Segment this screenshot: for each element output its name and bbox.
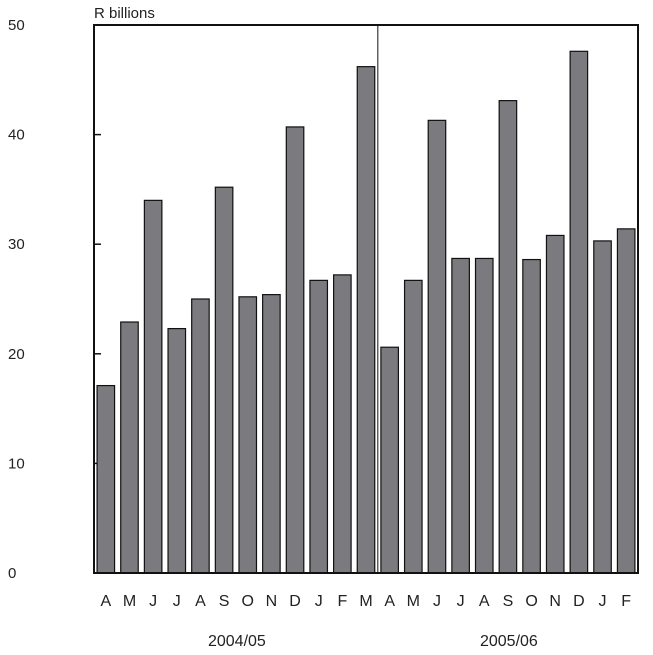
x-tick-label: A: [100, 593, 111, 610]
x-tick-label: J: [433, 593, 441, 610]
bar: [593, 240, 612, 574]
bar: [616, 228, 636, 574]
bar: [167, 327, 187, 574]
x-tick-label: D: [573, 593, 585, 610]
bar: [474, 257, 494, 574]
y-tick-label: 50: [8, 17, 25, 34]
x-tick-label: N: [266, 593, 278, 610]
x-tick-label: S: [219, 593, 230, 610]
bar: [262, 294, 281, 574]
x-tick-label: M: [359, 593, 372, 610]
bar: [356, 66, 376, 574]
bar: [427, 119, 447, 574]
bar: [522, 258, 541, 574]
y-axis-ticks: 0 10 20 30 40 50: [8, 17, 101, 582]
x-tick-label: S: [503, 593, 514, 610]
bar: [380, 346, 400, 574]
bars: [96, 50, 636, 574]
bar: [143, 199, 163, 574]
x-tick-label: M: [123, 593, 136, 610]
x-tick-label: O: [242, 593, 254, 610]
fiscal-year-label: 2005/06: [480, 633, 538, 650]
x-tick-label: F: [337, 593, 347, 610]
bar: [569, 50, 589, 574]
y-tick-label: 40: [8, 127, 25, 144]
bar: [214, 186, 234, 574]
x-tick-label: J: [315, 593, 323, 610]
x-tick-label: A: [384, 593, 395, 610]
bar: [545, 234, 565, 574]
x-tick-label: A: [195, 593, 206, 610]
bar: [96, 384, 116, 574]
bar: [332, 274, 352, 574]
bar: [451, 257, 470, 574]
bar: [191, 298, 210, 574]
y-tick-label: 30: [8, 236, 25, 253]
x-tick-label: F: [621, 593, 631, 610]
bar: [238, 296, 258, 574]
y-tick-label: 10: [8, 455, 25, 472]
x-tick-label: D: [289, 593, 301, 610]
x-tick-label: O: [525, 593, 537, 610]
fiscal-year-labels: 2004/05 2005/06: [208, 633, 538, 650]
x-tick-label: J: [599, 593, 607, 610]
bar: [309, 279, 329, 574]
x-tick-label: J: [457, 593, 465, 610]
x-tick-label: J: [173, 593, 181, 610]
fiscal-year-label: 2004/05: [208, 633, 266, 650]
bar: [498, 100, 518, 574]
x-tick-label: N: [549, 593, 561, 610]
y-tick-label: 0: [8, 565, 16, 582]
x-tick-label: M: [407, 593, 420, 610]
x-tick-label: J: [149, 593, 157, 610]
plot-frame: [93, 24, 639, 574]
bar: [120, 321, 139, 574]
y-axis-unit-label: R billions: [94, 5, 155, 22]
bar: [403, 279, 423, 574]
x-tick-label: A: [479, 593, 490, 610]
y-tick-label: 20: [8, 346, 25, 363]
bar: [285, 126, 305, 574]
